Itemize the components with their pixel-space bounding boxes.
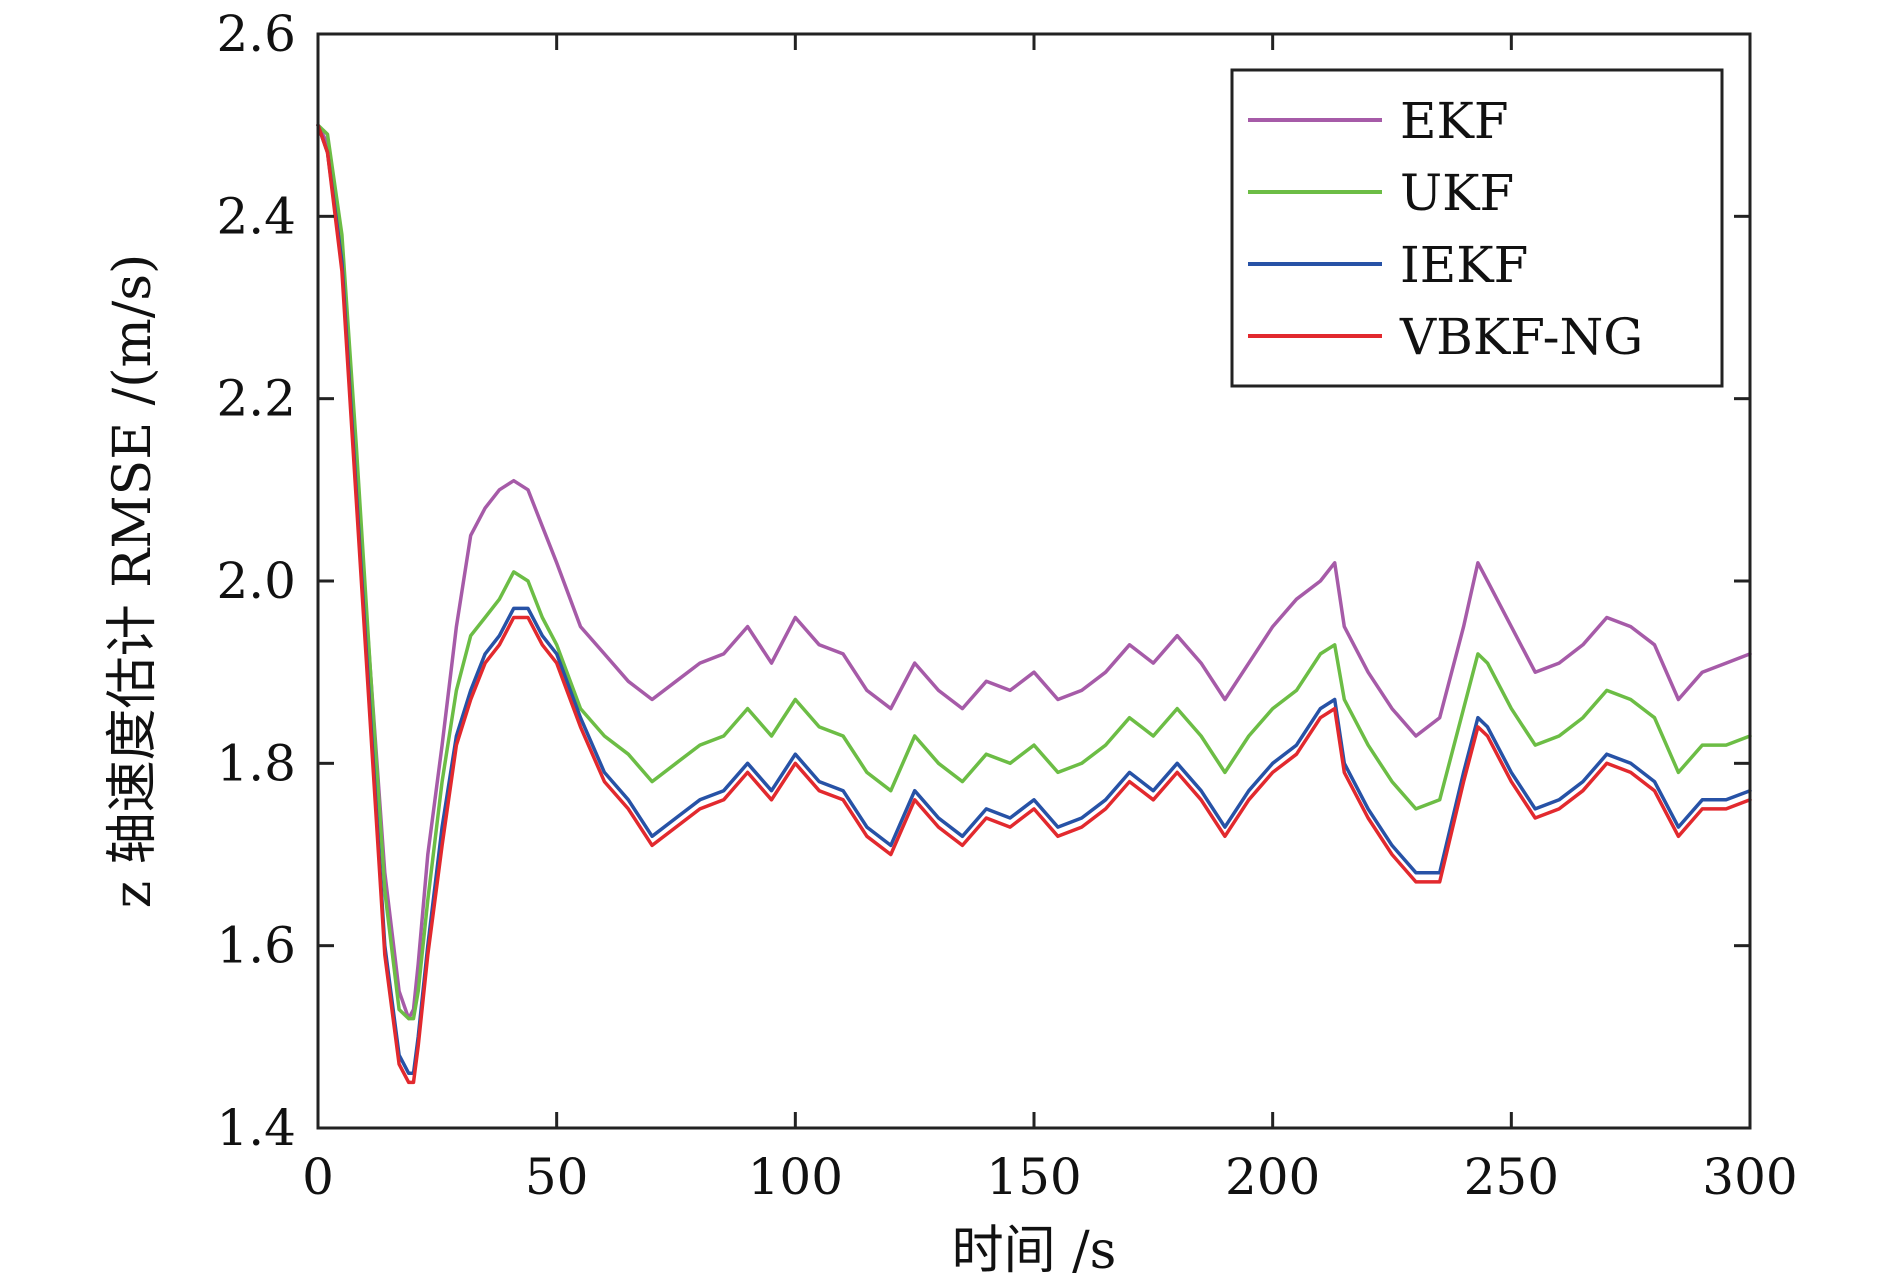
x-tick-label: 200 [1225,1148,1320,1206]
axis-ticks [316,32,1752,1130]
y-tick-label: 2.4 [216,187,296,245]
x-tick-label: 300 [1702,1148,1797,1206]
legend-label-ekf: EKF [1400,92,1509,150]
y-tick-label: 1.8 [216,734,296,792]
x-tick-label: 50 [525,1148,589,1206]
legend-box [1230,68,1724,388]
x-tick-label: 150 [986,1148,1081,1206]
tick-labels: 0 50 100 150 200 250 300 1.4 1.6 1.8 2.0 2.2 2.4 2.6 [216,5,1797,1206]
legend-label-ukf: UKF [1400,164,1514,222]
x-axis-label: 时间 /s [952,1221,1117,1281]
y-tick-label: 2.2 [216,370,296,428]
plot-lines [316,123,1752,1085]
legend-label-vbkf-ng: VBKF-NG [1399,308,1643,366]
y-tick-label: 2.6 [216,5,296,63]
y-axis-label: z 轴速度估计 RMSE /(m/s) [103,254,163,909]
x-tick-label: 100 [748,1148,843,1206]
y-tick-label: 1.6 [216,917,296,975]
series-line-vbkf-ng [316,123,1752,1085]
legend-label-iekf: IEKF [1400,236,1528,294]
x-tick-label: 250 [1464,1148,1559,1206]
series-line-ukf [316,123,1752,1021]
series-line-ekf [316,123,1752,1021]
legend: EKF UKF IEKF VBKF-NG [1230,68,1724,388]
y-tick-label: 2.0 [216,552,296,610]
y-tick-label: 1.4 [216,1099,296,1157]
x-tick-label: 0 [302,1148,334,1206]
